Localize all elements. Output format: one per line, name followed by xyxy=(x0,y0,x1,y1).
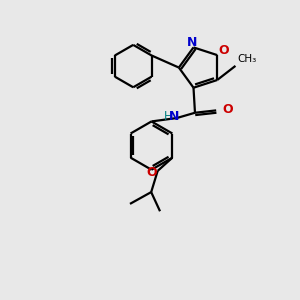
Text: O: O xyxy=(146,166,157,179)
Text: O: O xyxy=(218,44,229,58)
Text: N: N xyxy=(169,110,179,123)
Text: N: N xyxy=(187,36,197,49)
Text: H: H xyxy=(164,110,172,123)
Text: O: O xyxy=(222,103,233,116)
Text: CH₃: CH₃ xyxy=(238,53,257,64)
